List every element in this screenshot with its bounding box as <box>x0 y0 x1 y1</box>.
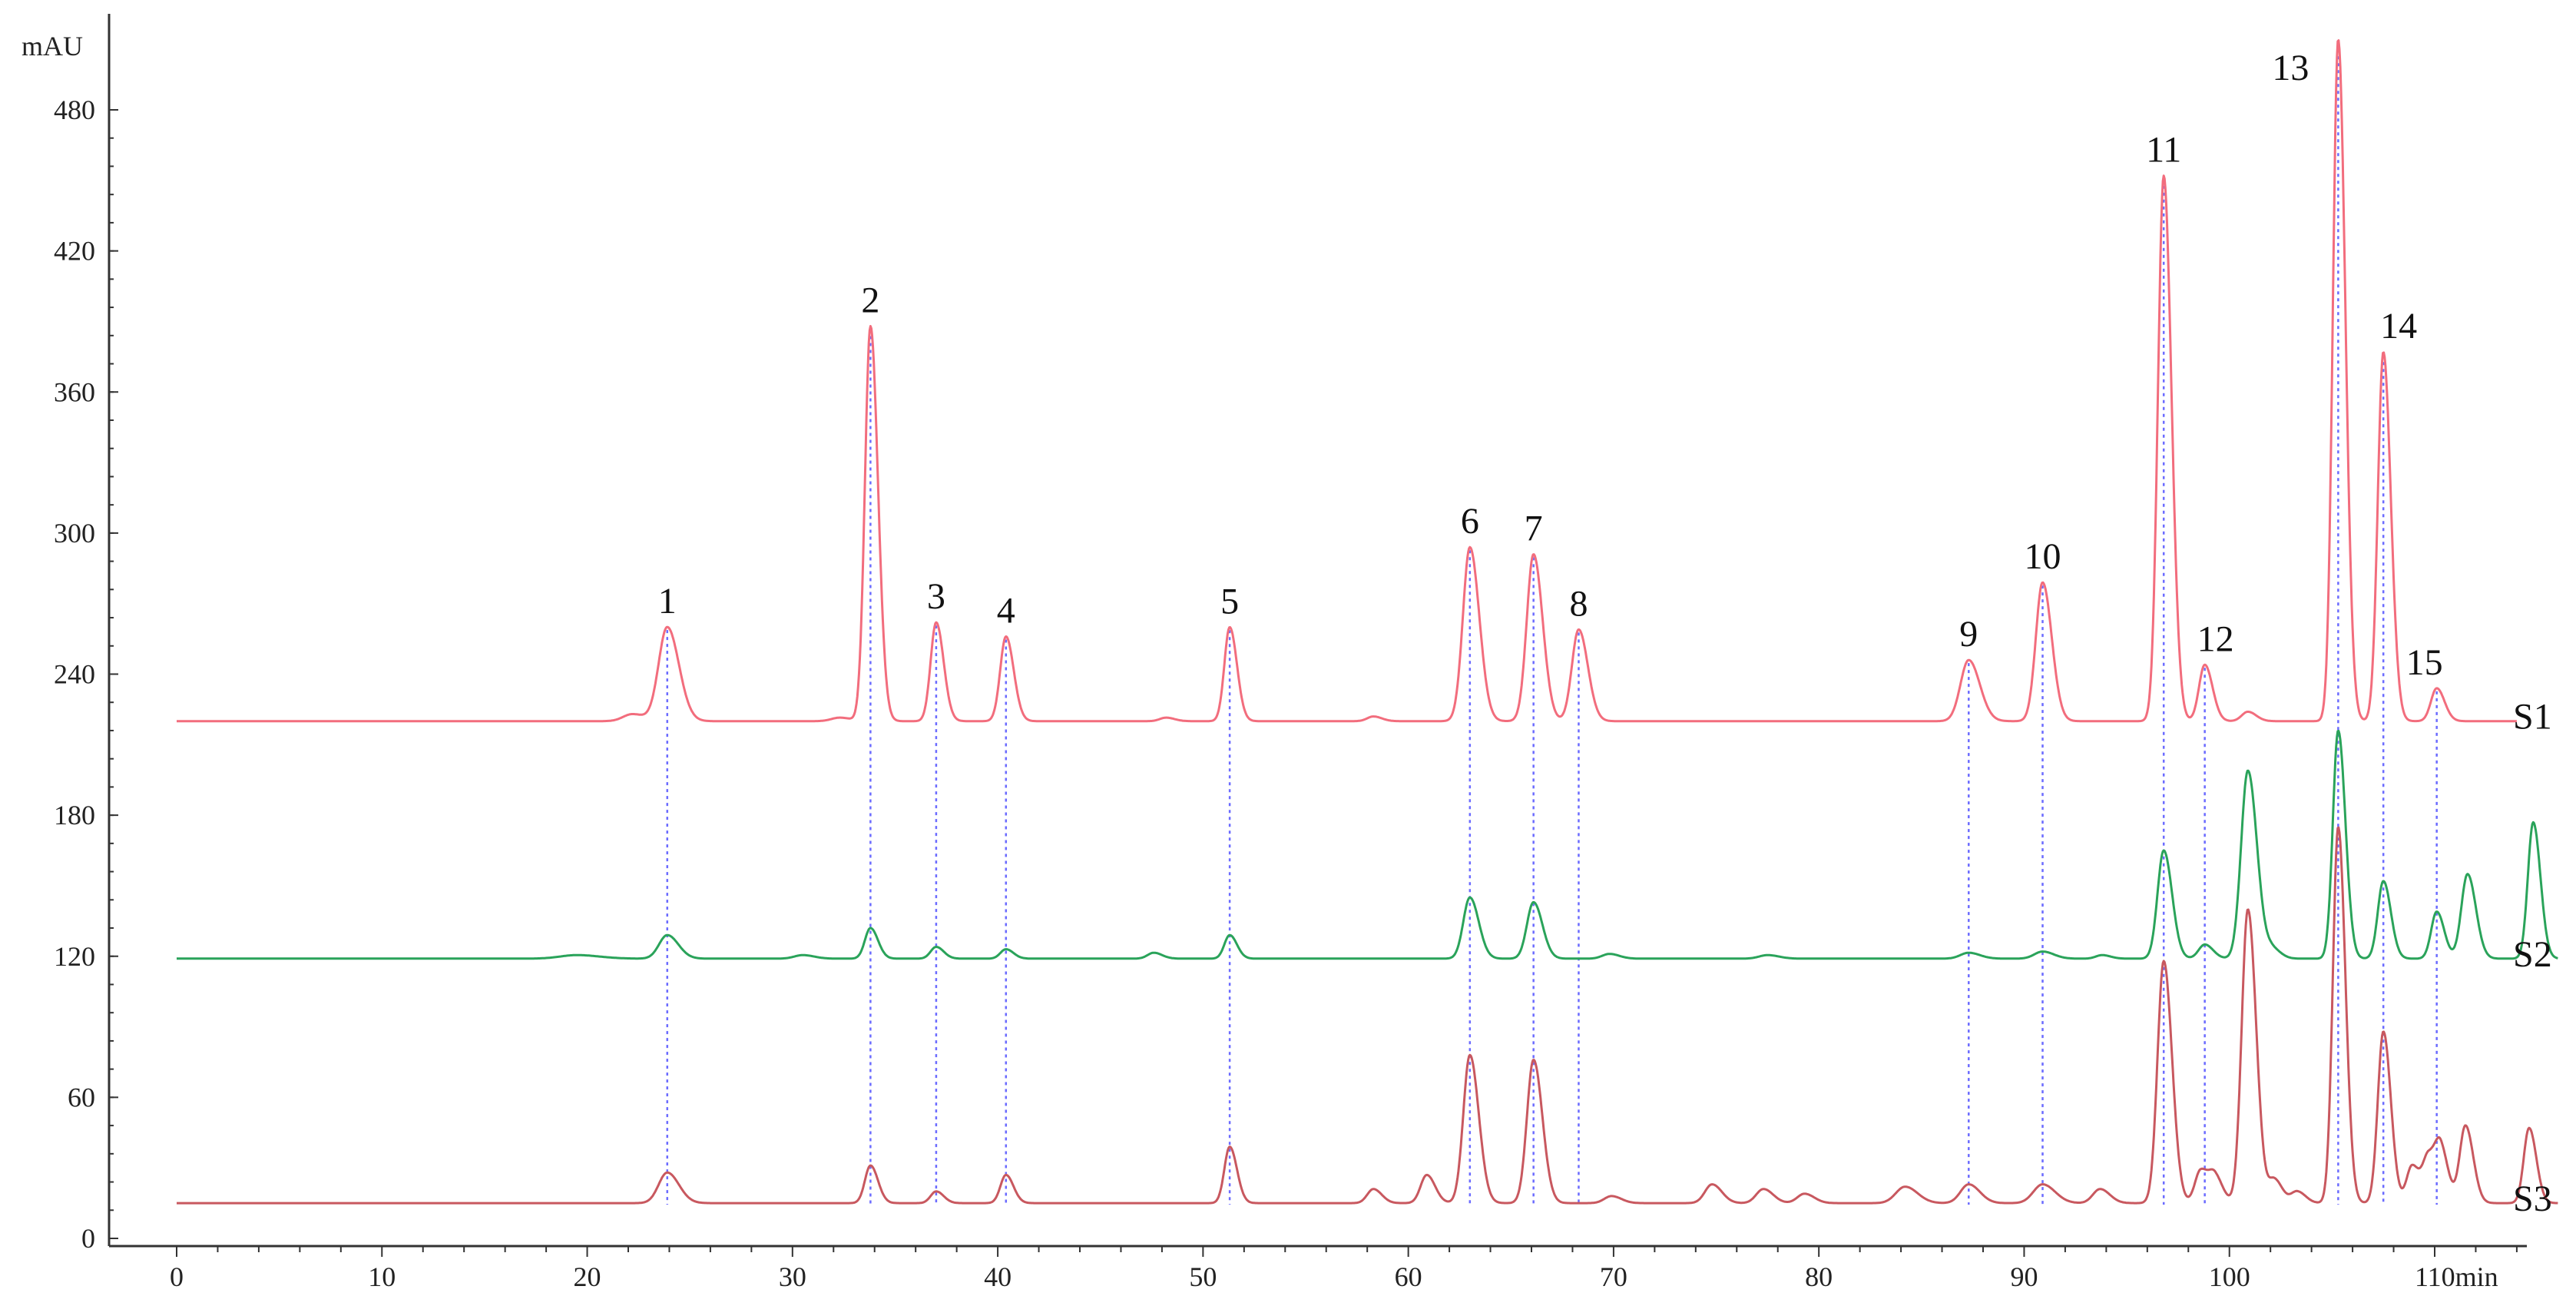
series-label-s2: S2 <box>2513 934 2552 975</box>
peak-label-13: 13 <box>2272 48 2309 88</box>
peak-label-14: 14 <box>2380 306 2417 346</box>
x-tick-label: 60 <box>1395 1261 1422 1292</box>
y-tick-label: 120 <box>54 941 95 972</box>
peak-guide-lines <box>666 42 2438 1205</box>
peak-label-6: 6 <box>1461 501 1479 542</box>
peak-label-7: 7 <box>1525 508 1543 549</box>
peak-label-9: 9 <box>1959 614 1978 655</box>
peak-label-1: 1 <box>658 581 677 622</box>
series-label-s3: S3 <box>2513 1178 2552 1219</box>
y-axis-unit: mAU <box>22 31 83 61</box>
peak-label-2: 2 <box>861 280 879 320</box>
trace-s3 <box>176 826 2558 1205</box>
peak-label-10: 10 <box>2025 536 2061 577</box>
x-tick-label: 100 <box>2209 1261 2250 1292</box>
peak-label-3: 3 <box>927 576 945 617</box>
peak-label-8: 8 <box>1569 583 1588 624</box>
x-tick-label: 40 <box>984 1261 1012 1292</box>
peak-label-4: 4 <box>997 591 1015 631</box>
y-tick-label: 360 <box>54 376 95 407</box>
y-tick-label: 180 <box>54 800 95 830</box>
series-name-labels: S1 S2 S3 <box>2513 697 2552 1219</box>
peak-label-12: 12 <box>2197 618 2234 659</box>
x-tick-label: 90 <box>2010 1261 2038 1292</box>
trace-s2 <box>176 729 2558 960</box>
x-tick-label: 30 <box>779 1261 806 1292</box>
x-tick-label: 20 <box>574 1261 601 1292</box>
y-tick-label: 420 <box>54 236 95 267</box>
y-tick-label: 300 <box>54 518 95 549</box>
x-tick-label: 50 <box>1189 1261 1217 1292</box>
x-tick-label: 0 <box>170 1261 184 1292</box>
y-tick-label: 240 <box>54 659 95 690</box>
peak-label-11: 11 <box>2146 130 2181 171</box>
y-tick-label: 0 <box>81 1223 95 1254</box>
y-tick-label: 480 <box>54 94 95 125</box>
x-tick-label: 110min <box>2415 1261 2498 1292</box>
series-label-s1: S1 <box>2513 697 2552 738</box>
x-tick-label: 70 <box>1600 1261 1627 1292</box>
trace-s1 <box>176 39 2518 723</box>
peak-label-15: 15 <box>2406 642 2443 683</box>
x-tick-label: 10 <box>368 1261 396 1292</box>
chromatogram-traces <box>176 39 2558 1205</box>
x-tick-label: 80 <box>1805 1261 1833 1292</box>
x-axis-ticks: 0 10 20 30 40 50 60 70 80 90 100 110min <box>170 1246 2518 1292</box>
y-tick-label: 60 <box>68 1082 95 1112</box>
y-axis-ticks: 0 60 120 180 240 300 360 420 480 <box>54 94 118 1254</box>
peak-label-5: 5 <box>1220 581 1239 622</box>
